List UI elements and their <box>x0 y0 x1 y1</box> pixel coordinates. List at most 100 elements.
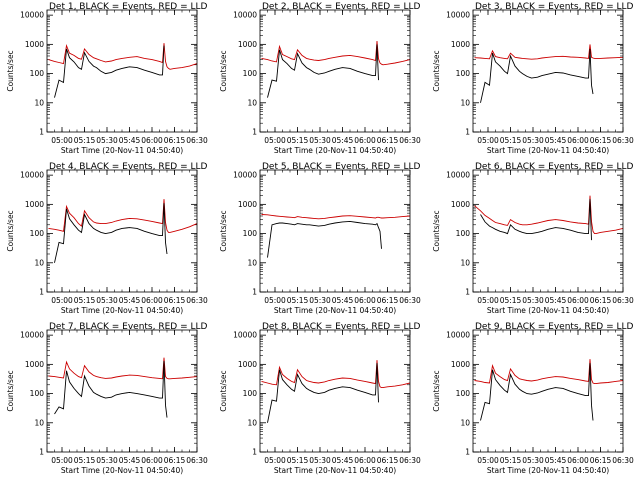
x-tick-label: 05:15 <box>74 456 96 465</box>
y-tick-label: 1000 <box>238 200 257 209</box>
x-tick-label: 06:15 <box>590 136 612 145</box>
x-tick-label: 05:30 <box>522 456 544 465</box>
series-line-events <box>480 48 594 103</box>
plot-frame <box>46 169 198 293</box>
x-axis-label: Start Time (20-Nov-11 04:50:40) <box>274 466 396 475</box>
y-tick-label: 10000 <box>446 11 470 20</box>
y-tick-label: 1000 <box>451 40 470 49</box>
y-tick-label: 100 <box>243 229 258 238</box>
x-tick-label: 05:00 <box>51 296 73 305</box>
x-tick-label: 06:30 <box>399 136 421 145</box>
x-tick-label: 05:15 <box>287 456 309 465</box>
x-tick-label: 05:15 <box>500 136 522 145</box>
x-tick-label: 06:15 <box>590 296 612 305</box>
x-axis-label: Start Time (20-Nov-11 04:50:40) <box>274 306 396 315</box>
x-tick-label: 05:00 <box>264 456 286 465</box>
y-tick-label: 10 <box>247 418 257 427</box>
y-tick-label: 100 <box>456 69 471 78</box>
x-tick-label: 05:45 <box>332 456 354 465</box>
y-tick-label: 1 <box>252 448 257 457</box>
panel-det-1: Det 1, BLACK = Events, RED = LLD Counts/s… <box>6 2 208 155</box>
y-tick-label: 10000 <box>446 331 470 340</box>
series-line-lld <box>48 199 198 233</box>
panel-det-4: Det 4, BLACK = Events, RED = LLD Counts/s… <box>6 162 208 315</box>
x-tick-label: 05:30 <box>522 136 544 145</box>
y-tick-label: 10000 <box>20 171 44 180</box>
series-line-events <box>480 363 594 421</box>
panel-title: Det 9, BLACK = Events, RED = LLD <box>475 322 634 332</box>
plot-frame <box>472 329 624 453</box>
series-line-lld <box>48 357 198 380</box>
series-line-lld <box>474 44 624 60</box>
x-tick-label: 05:45 <box>119 136 141 145</box>
panel-title: Det 4, BLACK = Events, RED = LLD <box>49 162 208 172</box>
x-tick-label: 05:00 <box>264 136 286 145</box>
y-axis-label: Counts/sec <box>432 370 441 411</box>
x-tick-label: 05:00 <box>51 456 73 465</box>
x-tick-label: 06:15 <box>590 456 612 465</box>
y-tick-label: 1 <box>465 128 470 137</box>
panel-title: Det 8, BLACK = Events, RED = LLD <box>262 322 421 332</box>
x-tick-label: 06:00 <box>141 136 163 145</box>
panel-det-9: Det 9, BLACK = Events, RED = LLD Counts/s… <box>432 322 634 475</box>
y-tick-label: 10000 <box>233 331 257 340</box>
x-tick-label: 05:15 <box>287 296 309 305</box>
series-line-lld <box>261 214 411 220</box>
x-tick-label: 05:00 <box>477 136 499 145</box>
y-tick-label: 100 <box>243 69 258 78</box>
series-line-events <box>54 360 168 418</box>
x-tick-label: 06:15 <box>164 456 186 465</box>
x-tick-label: 06:30 <box>186 296 208 305</box>
x-tick-label: 06:00 <box>567 136 589 145</box>
x-tick-label: 05:30 <box>96 136 118 145</box>
x-tick-label: 05:15 <box>287 136 309 145</box>
x-tick-label: 06:30 <box>612 456 634 465</box>
y-tick-label: 1 <box>39 128 44 137</box>
x-tick-label: 05:30 <box>309 296 331 305</box>
series-line-events <box>54 45 165 98</box>
series-line-events <box>54 203 168 263</box>
x-tick-label: 05:45 <box>545 456 567 465</box>
plot-frame <box>46 329 198 453</box>
x-tick-label: 06:00 <box>354 456 376 465</box>
x-tick-label: 06:00 <box>567 296 589 305</box>
y-axis-label: Counts/sec <box>6 210 15 251</box>
x-axis-label: Start Time (20-Nov-11 04:50:40) <box>61 146 183 155</box>
y-tick-label: 1000 <box>451 200 470 209</box>
y-axis-label: Counts/sec <box>219 210 228 251</box>
y-tick-label: 100 <box>30 389 45 398</box>
x-tick-label: 05:00 <box>51 136 73 145</box>
x-tick-label: 05:45 <box>332 136 354 145</box>
panel-title: Det 5, BLACK = Events, RED = LLD <box>262 162 421 172</box>
x-axis-label: Start Time (20-Nov-11 04:50:40) <box>61 306 183 315</box>
panel-title: Det 6, BLACK = Events, RED = LLD <box>475 162 634 172</box>
y-tick-label: 1000 <box>25 360 44 369</box>
y-tick-label: 10000 <box>233 171 257 180</box>
x-tick-label: 05:15 <box>74 296 96 305</box>
y-tick-label: 10 <box>34 258 44 267</box>
y-tick-label: 1 <box>252 288 257 297</box>
y-tick-label: 10 <box>460 418 470 427</box>
panel-det-2: Det 2, BLACK = Events, RED = LLD Counts/s… <box>219 2 421 155</box>
x-tick-label: 06:15 <box>377 136 399 145</box>
y-tick-label: 1000 <box>238 360 257 369</box>
panel-det-3: Det 3, BLACK = Events, RED = LLD Counts/s… <box>432 2 634 155</box>
series-line-events <box>267 363 379 423</box>
y-tick-label: 100 <box>456 229 471 238</box>
y-tick-label: 1000 <box>25 40 44 49</box>
y-axis-label: Counts/sec <box>219 50 228 91</box>
series-line-lld <box>261 40 411 66</box>
x-tick-label: 06:15 <box>164 296 186 305</box>
plot-frame <box>259 329 411 453</box>
y-tick-label: 1 <box>465 448 470 457</box>
y-tick-label: 10 <box>34 98 44 107</box>
series-line-events <box>267 44 379 98</box>
panel-title: Det 7, BLACK = Events, RED = LLD <box>49 322 208 332</box>
x-tick-label: 05:30 <box>309 456 331 465</box>
y-tick-label: 100 <box>30 229 45 238</box>
y-tick-label: 100 <box>456 389 471 398</box>
x-tick-label: 05:30 <box>522 296 544 305</box>
series-line-lld <box>48 43 198 70</box>
panel-title: Det 3, BLACK = Events, RED = LLD <box>475 2 634 12</box>
x-tick-label: 05:45 <box>119 296 141 305</box>
